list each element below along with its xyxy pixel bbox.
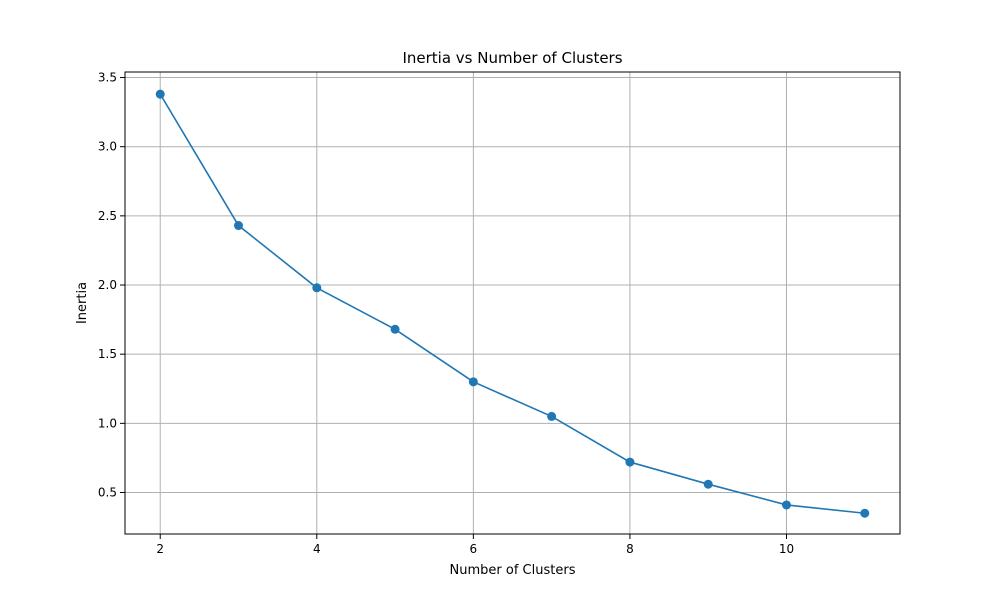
plot-frame xyxy=(124,71,901,535)
data-point xyxy=(547,411,557,421)
y-tick-label: 3.0 xyxy=(98,140,117,154)
y-tick-label: 1.5 xyxy=(98,347,117,361)
x-tick-label: 10 xyxy=(779,542,794,556)
y-tick-label: 2.0 xyxy=(98,278,117,292)
y-axis-label: Inertia xyxy=(75,282,90,324)
data-point xyxy=(155,89,165,99)
data-point xyxy=(390,324,400,334)
series-line xyxy=(159,93,865,515)
x-tick-label: 4 xyxy=(313,542,321,556)
data-point xyxy=(312,283,322,293)
y-tick-label: 3.5 xyxy=(98,71,117,85)
data-point xyxy=(234,221,244,231)
series-layer xyxy=(155,89,870,518)
x-axis-label: Number of Clusters xyxy=(450,563,576,578)
data-point xyxy=(703,479,713,489)
grid xyxy=(125,72,900,534)
y-tick-label: 1.0 xyxy=(98,416,117,430)
data-point xyxy=(860,508,870,518)
y-tick-label: 2.5 xyxy=(98,209,117,223)
x-tick-label: 8 xyxy=(626,542,634,556)
chart-title: Inertia vs Number of Clusters xyxy=(402,49,622,67)
data-point xyxy=(781,500,791,510)
axis-ticks: 2 4 6 8 10 0.5 1.0 1.5 2.0 2.5 3.0 3.5 xyxy=(98,71,794,556)
x-tick-label: 2 xyxy=(156,542,164,556)
x-tick-label: 6 xyxy=(470,542,478,556)
y-tick-label: 0.5 xyxy=(98,486,117,500)
data-point xyxy=(625,457,635,467)
data-point xyxy=(468,377,478,387)
